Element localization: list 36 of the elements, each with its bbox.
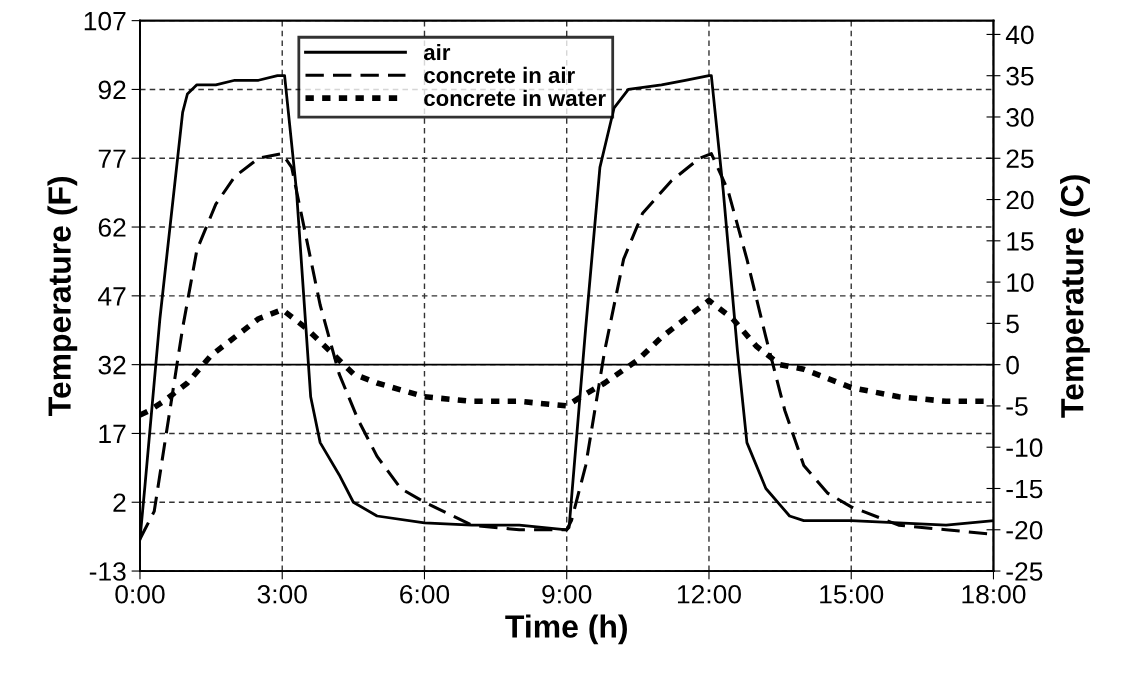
y2-tick-label: 5 (1006, 314, 1019, 334)
y-tick-label: 17 (99, 424, 126, 443)
y2-tick-label: 15 (1007, 232, 1034, 251)
x-tick-label: 18:00 (962, 584, 1026, 604)
x-tick-label: 0:00 (115, 584, 165, 604)
y2-tick-label: 20 (1006, 190, 1034, 210)
x-tick-label: 3:00 (257, 584, 307, 604)
y-axis-title: Temperature (F) (47, 177, 78, 416)
y-tick-label: 47 (98, 287, 126, 306)
y2-tick-label: 40 (1005, 25, 1034, 45)
legend-label: concrete in air (424, 66, 575, 84)
y2-tick-label: -25 (1006, 562, 1043, 581)
y2-tick-label: 10 (1007, 273, 1034, 292)
y-tick-label: 77 (98, 149, 126, 168)
y2-tick-label: -20 (1006, 520, 1043, 540)
y2-tick-label: 0 (1006, 355, 1019, 375)
y2-tick-label: -15 (1006, 479, 1043, 499)
x-tick-label: 9:00 (542, 584, 592, 604)
y-tick-label: 32 (98, 355, 126, 375)
y2-axis-title: Temperature (C) (1060, 175, 1090, 418)
y2-tick-label: 30 (1006, 108, 1034, 127)
y-tick-label: 62 (98, 218, 126, 237)
y-tick-label: 107 (84, 11, 126, 31)
x-axis-title: Time (h) (505, 614, 627, 645)
y2-tick-label: 25 (1006, 149, 1034, 169)
legend-label: concrete in water (424, 89, 606, 107)
y2-tick-label: -10 (1006, 438, 1043, 458)
y2-tick-label: 35 (1006, 66, 1034, 86)
y-tick-label: -13 (89, 562, 126, 581)
x-tick-label: 15:00 (820, 584, 884, 604)
legend-label: air (423, 43, 451, 61)
x-tick-label: 6:00 (400, 584, 450, 604)
x-tick-label: 12:00 (677, 584, 741, 604)
y-tick-label: 92 (98, 80, 126, 100)
y-tick-label: 2 (113, 493, 126, 512)
y2-tick-label: -5 (1006, 397, 1028, 416)
